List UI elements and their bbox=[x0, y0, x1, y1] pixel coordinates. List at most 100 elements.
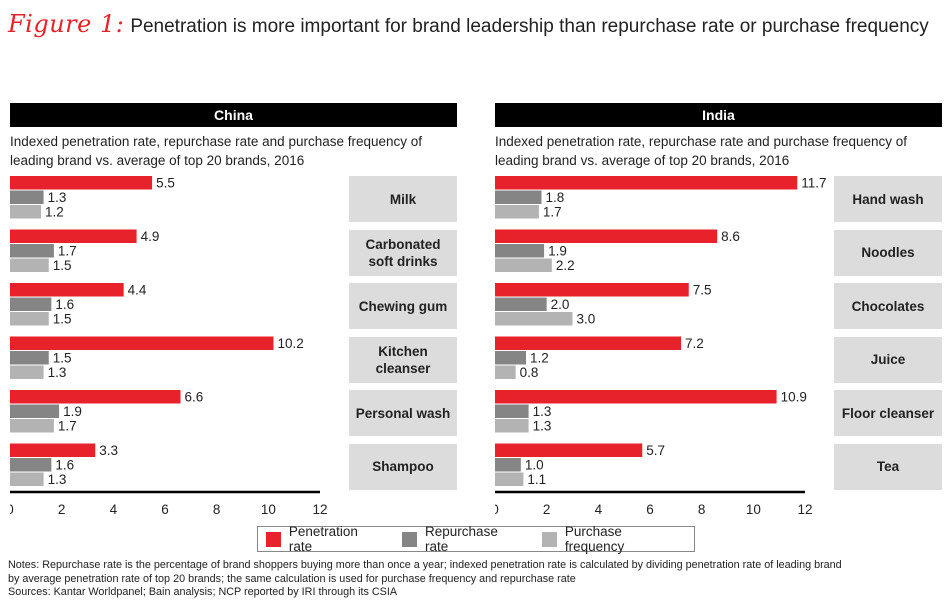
legend-swatch bbox=[402, 531, 418, 547]
bar-value-label: 1.9 bbox=[548, 244, 567, 259]
notes-line: by average penetration rate of top 20 br… bbox=[8, 572, 576, 585]
bar-penetration bbox=[10, 283, 124, 297]
panel-subtitle: Indexed penetration rate, repurchase rat… bbox=[495, 134, 908, 168]
category-label: Tea bbox=[834, 443, 942, 490]
x-tick-label: 6 bbox=[646, 502, 654, 517]
india-panel: 11.7 1.8 1.7 8.6 1.9 2.2 7.5 2.0 3.0 7.2 1.2 0.8 10.… bbox=[495, 103, 942, 523]
bar-value-label: 1.3 bbox=[48, 472, 67, 487]
bar-value-label: 8.6 bbox=[721, 229, 740, 244]
x-tick-label: 2 bbox=[543, 502, 551, 517]
legend-swatch bbox=[266, 531, 281, 547]
category-label: Juice bbox=[834, 336, 942, 383]
category-label: Floor cleanser bbox=[834, 390, 942, 436]
bar-penetration bbox=[495, 176, 798, 190]
bar-value-label: 1.3 bbox=[533, 419, 552, 434]
figure-title-text: Penetration is more important for brand … bbox=[130, 16, 929, 37]
x-tick-label: 6 bbox=[161, 502, 169, 517]
bar-penetration bbox=[10, 336, 274, 350]
panel-header: India bbox=[495, 103, 942, 127]
bar-value-label: 6.6 bbox=[185, 390, 204, 405]
x-tick-label: 10 bbox=[261, 502, 276, 517]
bar-repurchase bbox=[495, 458, 521, 472]
bar-value-label: 4.4 bbox=[128, 283, 147, 298]
bar-value-label: 7.2 bbox=[685, 336, 704, 351]
bar-repurchase bbox=[495, 351, 526, 365]
bar-frequency bbox=[495, 365, 516, 379]
bar-repurchase bbox=[495, 190, 542, 204]
bar-repurchase bbox=[495, 297, 547, 311]
bar-penetration bbox=[10, 229, 137, 243]
panel-subtitle: Indexed penetration rate, repurchase rat… bbox=[10, 134, 423, 168]
bar-frequency bbox=[495, 312, 573, 326]
bar-frequency bbox=[495, 258, 552, 272]
x-tick-label: 12 bbox=[797, 502, 812, 517]
category-label: Chocolates bbox=[834, 283, 942, 329]
legend-label: Repurchase rate bbox=[425, 524, 498, 554]
x-tick-label: 10 bbox=[746, 502, 761, 517]
figure-label: Figure 1: bbox=[8, 10, 125, 38]
x-tick-label: 0 bbox=[10, 502, 14, 517]
category-label: Milk bbox=[349, 176, 457, 222]
bar-frequency bbox=[495, 472, 524, 486]
bar-penetration bbox=[10, 390, 181, 404]
legend-label: Purchase frequency bbox=[564, 524, 625, 554]
bar-value-label: 1.7 bbox=[543, 205, 562, 220]
bar-value-label: 1.6 bbox=[55, 297, 74, 312]
bar-value-label: 5.5 bbox=[156, 176, 175, 191]
legend-item-repurchase: Repurchase rate bbox=[402, 524, 524, 554]
bar-frequency bbox=[10, 258, 49, 272]
x-tick-label: 4 bbox=[595, 502, 603, 517]
legend-label: Penetration rate bbox=[288, 524, 358, 554]
bar-penetration bbox=[495, 283, 689, 297]
bar-value-label: 1.3 bbox=[48, 365, 67, 380]
bar-value-label: 1.7 bbox=[58, 419, 77, 434]
bar-value-label: 1.5 bbox=[53, 258, 72, 273]
bar-value-label: 1.1 bbox=[527, 472, 546, 487]
sources-line: Sources: Kantar Worldpanel; Bain analysi… bbox=[8, 586, 398, 598]
china-panel: 5.5 1.3 1.2 4.9 1.7 1.5 4.4 1.6 1.5 10.2 1.5 1.3 6.6… bbox=[10, 103, 457, 523]
bar-repurchase bbox=[10, 351, 49, 365]
x-tick-label: 2 bbox=[58, 502, 66, 517]
bar-chart: 5.51.31.24.91.71.54.41.61.510.21.51.36.6… bbox=[10, 176, 328, 517]
bar-value-label: 1.3 bbox=[48, 190, 67, 205]
bar-value-label: 1.2 bbox=[45, 205, 64, 220]
bar-value-label: 1.3 bbox=[533, 404, 552, 419]
bar-penetration bbox=[10, 443, 96, 457]
category-label: Carbonated soft drinks bbox=[349, 229, 457, 276]
legend-item-frequency: Purchase frequency bbox=[542, 524, 684, 554]
bar-value-label: 1.7 bbox=[58, 244, 77, 259]
notes: Notes: Repurchase rate is the percentage… bbox=[8, 559, 943, 600]
bar-frequency bbox=[10, 205, 41, 219]
bar-repurchase bbox=[495, 404, 529, 418]
bar-value-label: 2.2 bbox=[556, 258, 575, 273]
category-label: Kitchen cleanser bbox=[349, 336, 457, 383]
x-tick-label: 4 bbox=[110, 502, 118, 517]
bar-frequency bbox=[10, 419, 54, 433]
bar-repurchase bbox=[10, 297, 52, 311]
category-label: Chewing gum bbox=[349, 283, 457, 329]
bar-repurchase bbox=[10, 458, 52, 472]
bar-frequency bbox=[10, 312, 49, 326]
bar-value-label: 7.5 bbox=[693, 283, 712, 298]
panel-header: China bbox=[10, 103, 457, 127]
bar-value-label: 10.9 bbox=[781, 390, 807, 405]
legend-item-penetration: Penetration rate bbox=[266, 524, 384, 554]
x-tick-label: 8 bbox=[698, 502, 706, 517]
x-tick-label: 8 bbox=[213, 502, 221, 517]
legend: Penetration rate Repurchase rate Purchas… bbox=[257, 524, 695, 554]
figure-title: Figure 1: Penetration is more important … bbox=[8, 10, 929, 44]
bar-value-label: 5.7 bbox=[646, 443, 665, 458]
bar-repurchase bbox=[10, 244, 54, 258]
bar-frequency bbox=[10, 365, 44, 379]
bar-penetration bbox=[495, 336, 681, 350]
bar-value-label: 10.2 bbox=[278, 336, 304, 351]
bar-penetration bbox=[495, 229, 718, 243]
bar-penetration bbox=[10, 176, 153, 190]
bar-repurchase bbox=[495, 244, 545, 258]
bar-value-label: 1.5 bbox=[53, 351, 72, 366]
bar-repurchase bbox=[10, 190, 44, 204]
notes-line: Notes: Repurchase rate is the percentage… bbox=[8, 559, 842, 571]
bar-value-label: 1.9 bbox=[63, 404, 82, 419]
x-tick-label: 12 bbox=[312, 502, 327, 517]
category-label: Hand wash bbox=[834, 176, 942, 222]
